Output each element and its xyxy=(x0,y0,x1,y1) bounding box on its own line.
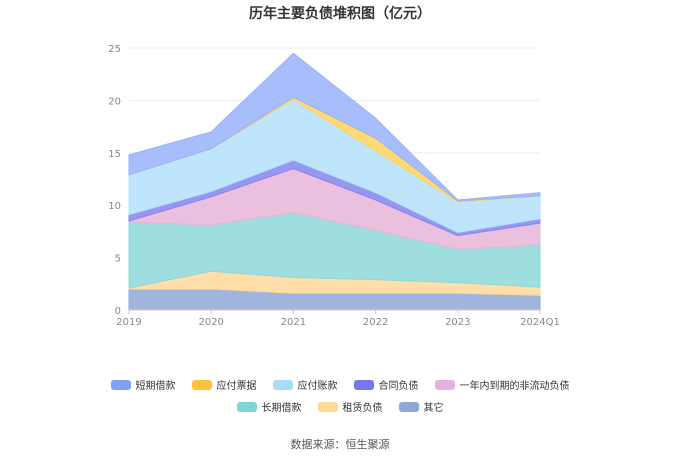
legend-swatch xyxy=(272,379,293,390)
legend-item[interactable]: 应付票据 xyxy=(191,377,257,392)
y-tick-label: 25 xyxy=(108,44,121,55)
legend-label: 合同负债 xyxy=(378,381,419,392)
legend-label: 其它 xyxy=(423,403,444,414)
area-series-7 xyxy=(128,52,541,202)
legend-label: 长期借款 xyxy=(261,403,302,414)
legend-swatch xyxy=(398,401,419,412)
y-tick-label: 5 xyxy=(115,254,121,265)
y-tick-label: 0 xyxy=(115,306,121,317)
chart-title: 历年主要负债堆积图（亿元） xyxy=(249,6,431,22)
legend-row: 短期借款 应付票据 应付账款 合同负债 一年内到期的非流动负债 xyxy=(0,377,680,392)
legend: 短期借款 应付票据 应付账款 合同负债 一年内到期的非流动负债 长期借款 租赁负债 其它 xyxy=(0,377,680,421)
legend-label: 租赁负债 xyxy=(342,403,383,414)
legend-label: 一年内到期的非流动负债 xyxy=(459,381,570,392)
legend-label: 应付票据 xyxy=(216,381,257,392)
legend-swatch xyxy=(191,379,212,390)
x-tick-label: 2020 xyxy=(198,317,223,328)
y-tick-label: 10 xyxy=(108,201,121,212)
x-tick-label: 2022 xyxy=(363,317,388,328)
legend-item[interactable]: 应付账款 xyxy=(272,377,338,392)
y-tick-label: 15 xyxy=(108,149,121,160)
legend-item[interactable]: 租赁负债 xyxy=(317,399,383,414)
y-tick-label: 20 xyxy=(108,96,121,107)
x-tick-label: 2021 xyxy=(281,317,306,328)
data-source: 数据来源：恒生聚源 xyxy=(290,438,390,451)
plot-area: 0 5 10 15 20 25 2019 2020 2021 2022 2023 2024Q1 xyxy=(108,44,560,328)
legend-label: 应付账款 xyxy=(297,381,338,392)
x-tick-label: 2024Q1 xyxy=(520,317,560,328)
legend-row: 长期借款 租赁负债 其它 xyxy=(0,399,680,414)
legend-item[interactable]: 短期借款 xyxy=(110,377,176,392)
x-tick-label: 2023 xyxy=(445,317,470,328)
legend-item[interactable]: 其它 xyxy=(398,399,444,414)
legend-swatch xyxy=(110,379,131,390)
legend-swatch xyxy=(353,379,374,390)
legend-item[interactable]: 一年内到期的非流动负债 xyxy=(434,377,570,392)
legend-item[interactable]: 合同负债 xyxy=(353,377,419,392)
legend-label: 短期借款 xyxy=(135,381,176,392)
legend-item[interactable]: 长期借款 xyxy=(236,399,302,414)
legend-swatch xyxy=(236,401,257,412)
legend-swatch xyxy=(434,379,455,390)
x-tick-label: 2019 xyxy=(116,317,141,328)
legend-swatch xyxy=(317,401,338,412)
